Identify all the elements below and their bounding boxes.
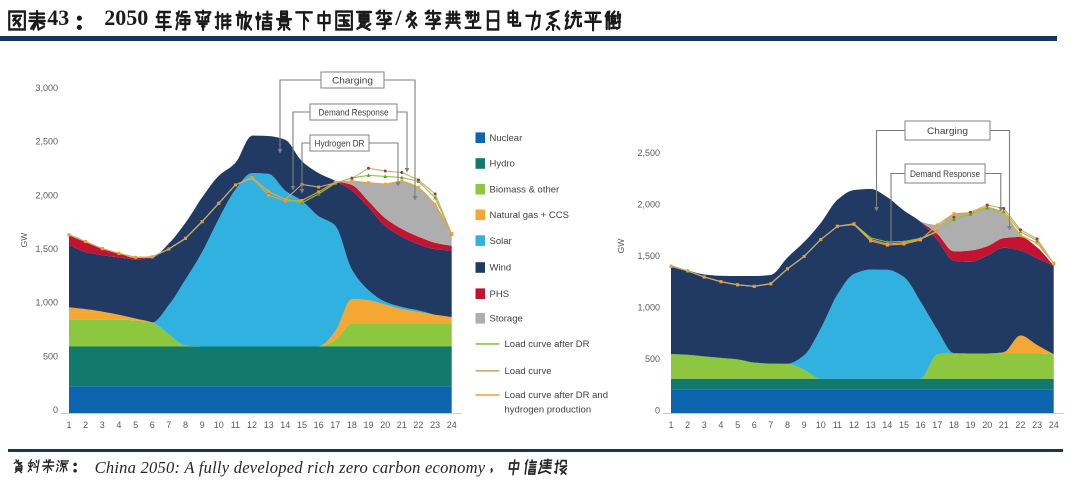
svg-text:1: 1 [66,420,71,430]
svg-text:Natural gas + CCS: Natural gas + CCS [490,210,569,221]
svg-text:20: 20 [982,420,992,430]
svg-text:2: 2 [83,420,88,430]
svg-text:5: 5 [735,420,740,430]
svg-text:15: 15 [899,420,909,430]
svg-text:1,500: 1,500 [637,251,660,261]
svg-text:21: 21 [999,420,1009,430]
svg-text:4: 4 [116,420,121,430]
svg-text:2,000: 2,000 [637,200,660,210]
svg-text:Load curve after DR and: Load curve after DR and [505,390,609,401]
svg-text:10: 10 [214,420,224,430]
svg-text:21: 21 [397,420,407,430]
svg-text:13: 13 [264,420,274,430]
svg-text:9: 9 [200,420,205,430]
svg-text:Solar: Solar [490,236,512,247]
svg-text:2,000: 2,000 [35,190,58,200]
svg-text:16: 16 [916,420,926,430]
svg-text:18: 18 [949,420,959,430]
svg-text:8: 8 [785,420,790,430]
svg-text:2,500: 2,500 [637,148,660,158]
svg-text:2,500: 2,500 [35,137,58,147]
svg-text:3: 3 [100,420,105,430]
svg-text:16: 16 [314,420,324,430]
svg-text:19: 19 [965,420,975,430]
svg-text:PHS: PHS [490,289,510,300]
svg-text:Demand Response: Demand Response [910,169,980,179]
svg-text:1,500: 1,500 [35,244,58,254]
svg-text:11: 11 [833,420,842,430]
svg-text:7: 7 [166,420,171,430]
svg-text:6: 6 [150,420,155,430]
svg-text:12: 12 [849,420,859,430]
svg-text:17: 17 [330,420,340,430]
svg-text:12: 12 [247,420,257,430]
svg-text:24: 24 [1049,420,1059,430]
svg-text:14: 14 [882,420,892,430]
svg-text:22: 22 [1015,420,1025,430]
svg-text:10: 10 [816,420,826,430]
svg-text:3,000: 3,000 [35,83,58,93]
svg-text:0: 0 [53,405,58,415]
svg-text:15: 15 [297,420,307,430]
svg-text:2: 2 [685,420,690,430]
svg-text:14: 14 [280,420,290,430]
svg-text:Demand Response: Demand Response [319,107,389,117]
svg-text:4: 4 [718,420,723,430]
svg-text:1: 1 [668,420,673,430]
svg-text:3: 3 [702,420,707,430]
svg-text:Hydro: Hydro [490,159,515,170]
svg-text:6: 6 [752,420,757,430]
svg-text:8: 8 [183,420,188,430]
svg-text:7: 7 [768,420,773,430]
svg-text:5: 5 [133,420,138,430]
svg-text:Wind: Wind [490,263,512,274]
svg-text:20: 20 [380,420,390,430]
svg-text:Charging: Charging [332,75,373,85]
svg-text:1,000: 1,000 [637,303,660,313]
svg-text:Load curve after DR: Load curve after DR [505,339,590,350]
svg-text:23: 23 [1032,420,1042,430]
svg-text:24: 24 [447,420,457,430]
svg-text:9: 9 [802,420,807,430]
svg-text:Charging: Charging [927,126,968,136]
svg-text:Nuclear: Nuclear [490,133,523,144]
svg-text:500: 500 [43,351,58,361]
svg-text:Hydrogen DR: Hydrogen DR [315,138,365,148]
svg-text:13: 13 [866,420,876,430]
svg-text:19: 19 [363,420,373,430]
svg-text:500: 500 [645,354,660,364]
svg-text:GW: GW [616,239,626,254]
svg-text:Load curve: Load curve [505,366,552,377]
svg-text:23: 23 [430,420,440,430]
svg-text:Biomass & other: Biomass & other [490,184,560,195]
svg-text:18: 18 [347,420,357,430]
svg-text:22: 22 [413,420,423,430]
svg-text:11: 11 [231,420,240,430]
svg-text:hydrogen production: hydrogen production [505,405,592,416]
svg-text:Storage: Storage [490,314,523,325]
svg-text:17: 17 [932,420,942,430]
svg-text:1,000: 1,000 [35,298,58,308]
svg-text:0: 0 [655,406,660,416]
svg-text:GW: GW [19,233,29,248]
